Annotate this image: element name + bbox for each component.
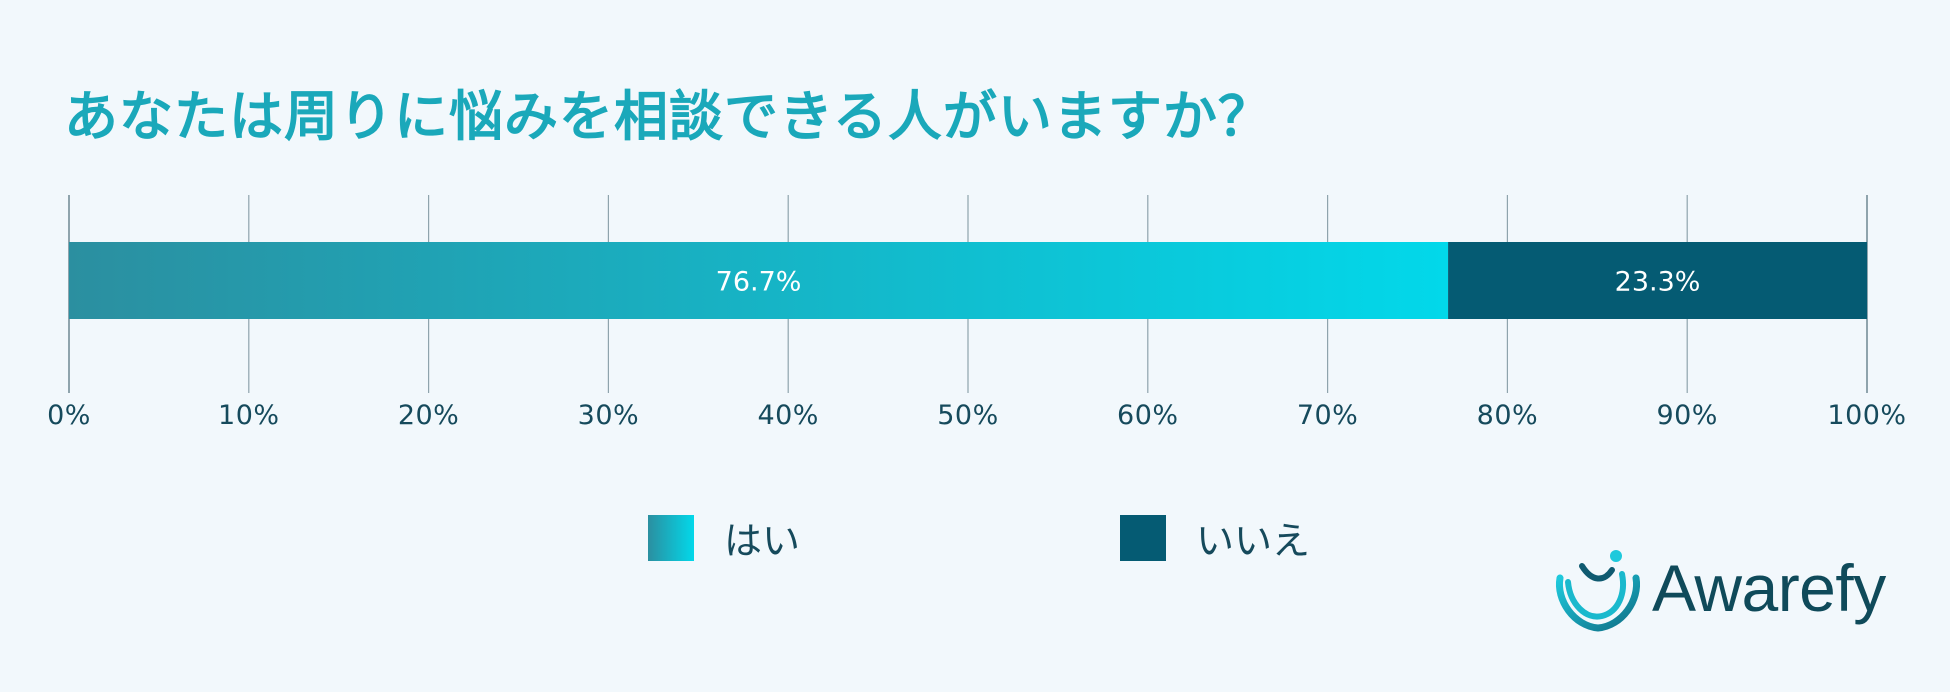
bar-segment-no: [1448, 242, 1867, 319]
stacked-bar-chart: 0% 10% 20% 30% 40% 50% 60% 70% 80% 90% 100% 76.7% 23…: [47, 195, 1906, 431]
x-tick-label: 60%: [1117, 400, 1179, 431]
x-tick-label: 90%: [1656, 400, 1718, 431]
logo-text: Awarefy: [1652, 551, 1886, 625]
bar-segment-yes: [69, 242, 1449, 319]
legend-label-yes: はい: [724, 519, 801, 563]
legend-item-no: いいえ: [1120, 510, 1592, 565]
data-label-yes: 76.7%: [716, 267, 802, 298]
legend-label-no: いいえ: [1196, 519, 1311, 563]
legend-swatch-no: [1120, 514, 1166, 561]
data-label-no: 23.3%: [1615, 267, 1701, 298]
x-tick-label: 30%: [578, 400, 640, 431]
x-tick-label: 50%: [937, 400, 999, 431]
legend-swatch-yes: [648, 514, 694, 561]
x-tick-label: 40%: [757, 400, 819, 431]
x-tick-label: 0%: [47, 400, 91, 431]
x-tick-label: 20%: [398, 400, 460, 431]
awarefy-logo-icon: [1555, 550, 1641, 632]
legend-item-yes: はい: [648, 510, 1120, 565]
x-tick-label: 10%: [218, 400, 280, 431]
x-tick-label: 100%: [1827, 400, 1906, 431]
awarefy-logo: Awarefy: [1552, 542, 1886, 634]
chart-title: あなたは周りに悩みを相談できる人がいますか？: [64, 85, 1273, 148]
legend: はい いいえ: [648, 510, 1592, 565]
x-tick-label: 80%: [1477, 400, 1539, 431]
x-tick-label: 70%: [1297, 400, 1359, 431]
